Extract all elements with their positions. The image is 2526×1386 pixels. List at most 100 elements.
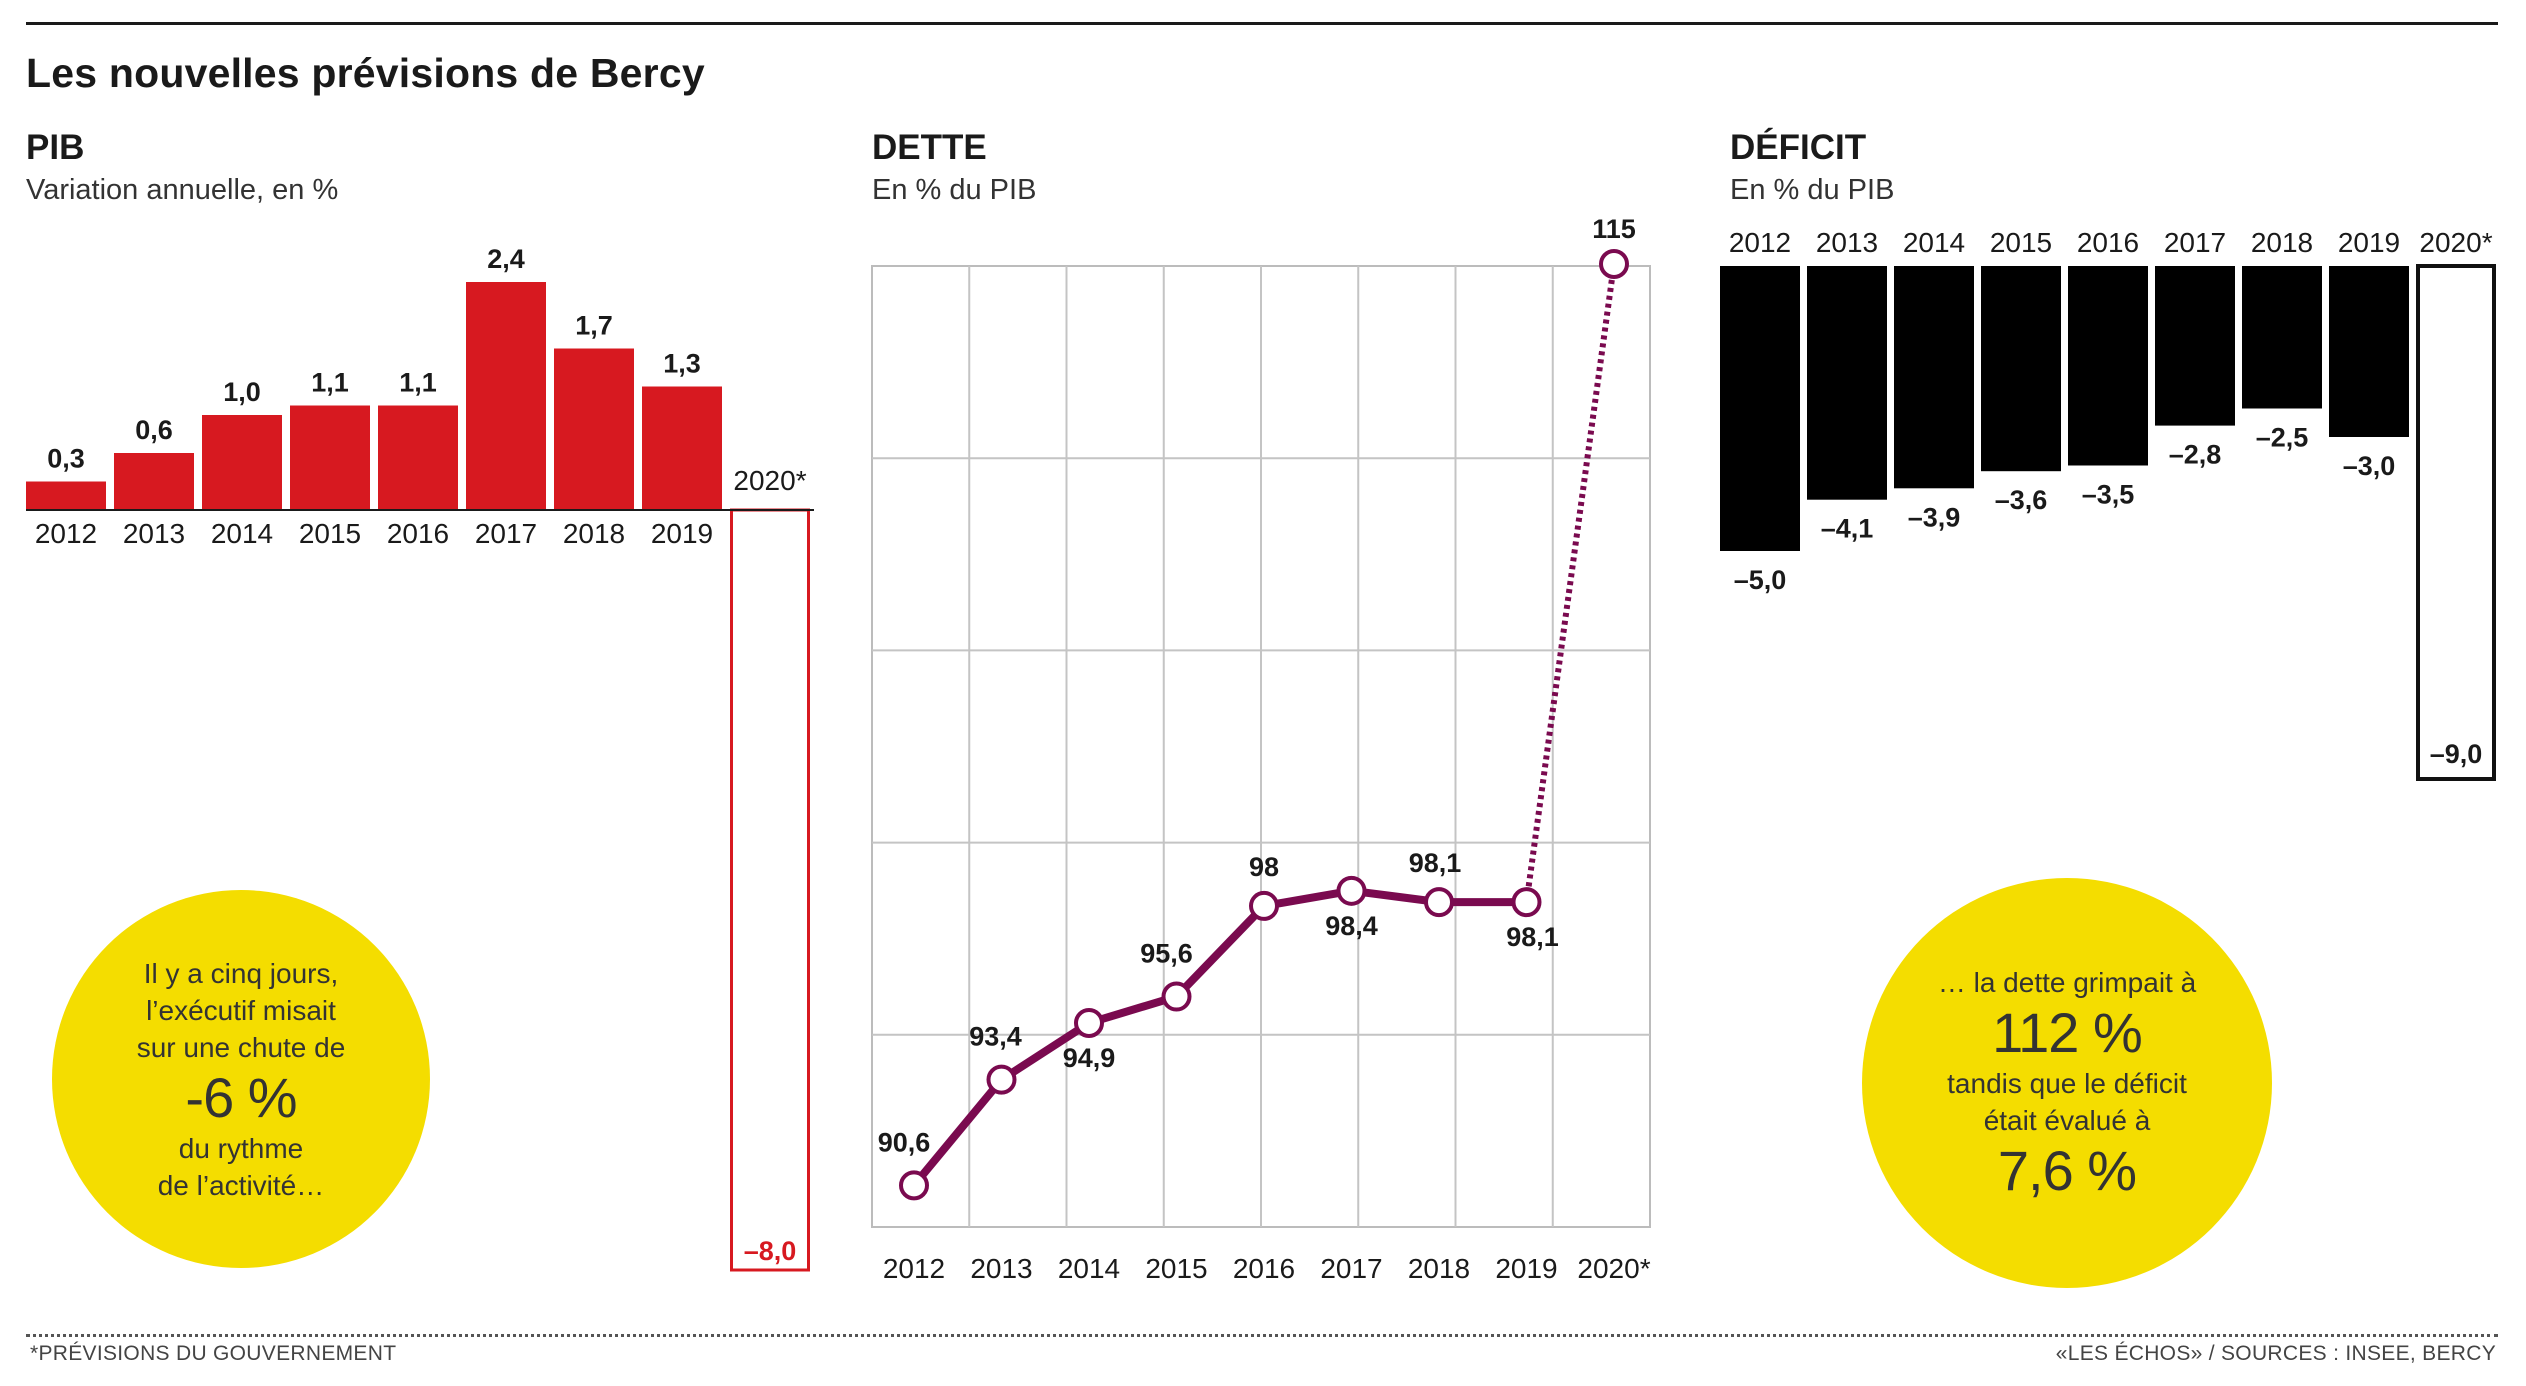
dette-x-tick-2014: 2014 [1058, 1253, 1120, 1284]
dette-x-tick-2017: 2017 [1320, 1253, 1382, 1284]
deficit-bar-2015 [1981, 266, 2061, 472]
pib-bar-2014 [202, 415, 282, 510]
dette-point-2013 [986, 1064, 1017, 1095]
dette-x-tick-2015: 2015 [1145, 1253, 1207, 1284]
pib-x-tick-2020*: 2020* [733, 465, 806, 496]
deficit-x-tick-2020*: 2020* [2419, 227, 2492, 258]
dette-title: DETTE [872, 128, 987, 167]
pib-value-label-2015: 1,1 [311, 368, 349, 398]
pib-subtitle: Variation annuelle, en % [26, 174, 339, 206]
dette-value-label-2015: 95,6 [1140, 939, 1193, 969]
pib-x-tick-2016: 2016 [387, 518, 449, 549]
bubble-left: Il y a cinq jours, l’exécutif misait sur… [52, 890, 430, 1268]
bubble-right-line2: tandis que le déficit [1947, 1067, 2187, 1099]
bubble-left-line5: de l’activité… [157, 1169, 325, 1201]
dette-point-2016 [1249, 890, 1279, 921]
deficit-value-label-2016: –3,5 [2082, 480, 2135, 510]
pib-x-tick-2012: 2012 [35, 518, 97, 549]
bubble-right-big2: 7,6 % [1997, 1138, 2137, 1202]
bubble-right-line1: … la dette grimpait à [1937, 966, 2197, 998]
dette-x-tick-2019: 2019 [1495, 1253, 1557, 1284]
pib-bar-forecast [730, 508, 810, 1272]
pib-value-label-2013: 0,6 [135, 415, 173, 445]
dette-value-label-2012: 90,6 [878, 1127, 931, 1157]
top-rule [26, 22, 2498, 25]
dette-x-tick-2016: 2016 [1233, 1253, 1295, 1284]
dette-x-tick-2013: 2013 [970, 1253, 1032, 1284]
pib-x-tick-2015: 2015 [299, 518, 361, 549]
deficit-bar-2014 [1894, 266, 1974, 489]
deficit-x-tick-2014: 2014 [1903, 227, 1965, 258]
pib-bar-2017 [466, 282, 546, 510]
bottom-rule [26, 1334, 2498, 1337]
pib-bar-2015 [290, 405, 370, 510]
main-title: Les nouvelles prévisions de Bercy [26, 50, 705, 96]
dette-value-label-2017: 98,4 [1325, 911, 1378, 941]
pib-value-label-forecast: –8,0 [744, 1236, 797, 1266]
pib-x-tick-2018: 2018 [563, 518, 625, 549]
deficit-x-tick-2016: 2016 [2077, 227, 2139, 258]
deficit-value-label-2014: –3,9 [1908, 502, 1961, 532]
deficit-x-tick-2017: 2017 [2164, 227, 2226, 258]
deficit-bar-2017 [2155, 266, 2235, 426]
dette-point-2015 [1161, 981, 1192, 1012]
dette-point-2012 [899, 1170, 929, 1201]
deficit-x-tick-2015: 2015 [1990, 227, 2052, 258]
deficit-x-tick-2012: 2012 [1729, 227, 1791, 258]
footnote-source: «LES ÉCHOS» / SOURCES : INSEE, BERCY [2055, 1342, 2496, 1365]
deficit-value-label-2019: –3,0 [2343, 451, 2396, 481]
deficit-bar-2016 [2068, 266, 2148, 466]
pib-x-tick-2013: 2013 [123, 518, 185, 549]
deficit-value-label-2017: –2,8 [2169, 440, 2222, 470]
pib-bar-2016 [378, 405, 458, 510]
bubble-left-line2: l’exécutif misait [146, 994, 336, 1026]
bubble-right-big1: 112 % [1992, 1000, 2143, 1064]
deficit-value-label-2018: –2,5 [2256, 423, 2309, 453]
deficit-subtitle: En % du PIB [1730, 174, 1895, 206]
deficit-value-label-2015: –3,6 [1995, 485, 2048, 515]
dette-value-label-2018: 98,1 [1409, 848, 1462, 878]
dette-point-2017 [1336, 875, 1367, 906]
dette-subtitle: En % du PIB [872, 174, 1037, 206]
dette-value-label-2014: 94,9 [1063, 1043, 1116, 1073]
bubble-left-line4: du rythme [178, 1132, 304, 1164]
pib-title: PIB [26, 128, 85, 167]
pib-value-label-2014: 1,0 [223, 377, 261, 407]
deficit-title: DÉFICIT [1730, 128, 1867, 167]
bubble-left-line3: sur une chute de [136, 1031, 346, 1063]
pib-value-label-2017: 2,4 [487, 244, 525, 274]
bubble-left-line1: Il y a cinq jours, [143, 957, 339, 989]
pib-value-label-2012: 0,3 [47, 444, 85, 474]
bubble-left-big: -6 % [185, 1065, 297, 1129]
dette-x-tick-2020*: 2020* [1577, 1253, 1650, 1284]
bubble-right: … la dette grimpait à 112 % tandis que l… [1862, 878, 2272, 1288]
dette-value-label-2013: 93,4 [969, 1022, 1022, 1052]
pib-x-tick-2017: 2017 [475, 518, 537, 549]
dette-point-2019 [1511, 887, 1542, 918]
dette-line-forecast [1523, 263, 1617, 903]
dette-point-2018 [1424, 887, 1454, 918]
pib-bar-2018 [554, 348, 634, 510]
dette-point-2014 [1074, 1007, 1104, 1038]
footnote-forecast: *PRÉVISIONS DU GOUVERNEMENT [30, 1342, 397, 1365]
deficit-x-tick-2019: 2019 [2338, 227, 2400, 258]
dette-x-tick-2018: 2018 [1408, 1253, 1470, 1284]
pib-x-tick-2019: 2019 [651, 518, 713, 549]
dette-value-label-2019: 98,1 [1506, 922, 1559, 952]
pib-bar-2019 [642, 386, 722, 510]
deficit-bar-2018 [2242, 266, 2322, 409]
pib-x-tick-2014: 2014 [211, 518, 273, 549]
deficit-value-label-2013: –4,1 [1821, 514, 1874, 544]
dette-x-tick-2012: 2012 [883, 1253, 945, 1284]
dette-value-label-2016: 98 [1249, 852, 1279, 882]
deficit-bar-2012 [1720, 266, 1800, 551]
bubble-right-line3: était évalué à [1983, 1104, 2151, 1136]
deficit-bar-forecast [2416, 264, 2496, 781]
pib-value-label-2016: 1,1 [399, 368, 437, 398]
deficit-value-label-forecast: –9,0 [2430, 739, 2483, 769]
pib-bar-2013 [114, 453, 194, 510]
deficit-bar-2019 [2329, 266, 2409, 437]
dette-point-2020* [1599, 249, 1629, 279]
pib-value-label-2019: 1,3 [663, 349, 701, 379]
